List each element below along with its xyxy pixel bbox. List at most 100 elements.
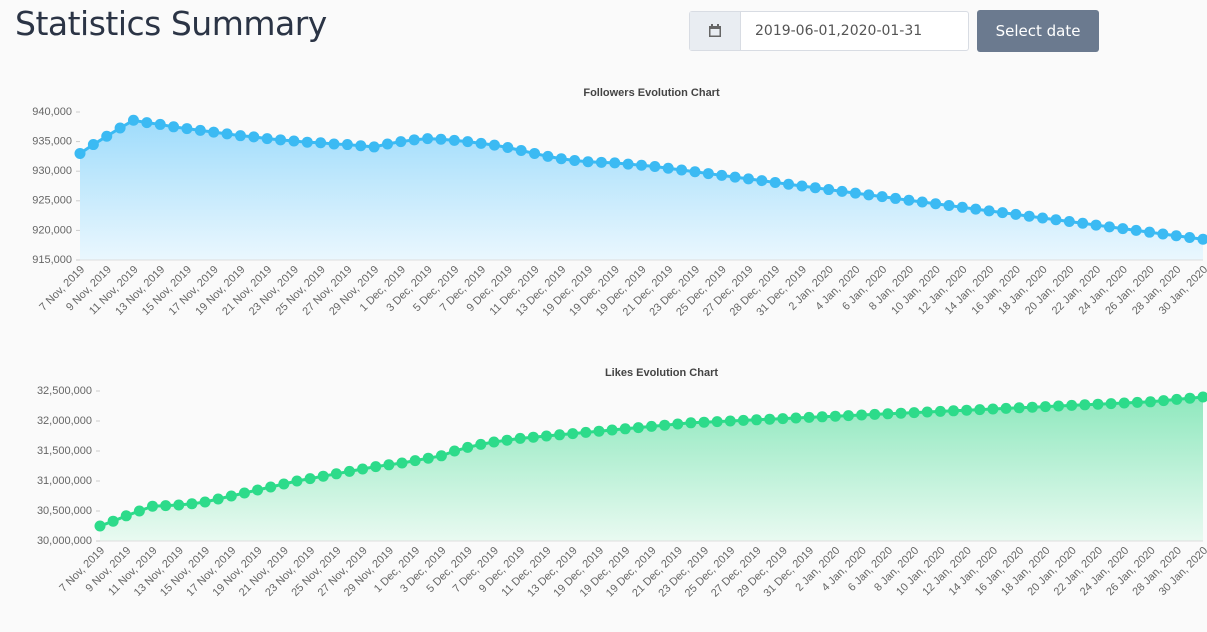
point: [609, 157, 621, 169]
point: [903, 194, 915, 206]
y-tick-label: 940,000: [32, 106, 72, 118]
point: [1090, 219, 1102, 231]
point: [890, 192, 902, 204]
point: [569, 155, 581, 167]
point: [1050, 214, 1062, 226]
point: [278, 478, 290, 490]
point: [1130, 224, 1142, 236]
date-range-input[interactable]: 2019-06-01,2020-01-31: [689, 11, 969, 51]
point: [542, 150, 554, 162]
point: [1158, 395, 1170, 407]
point: [1184, 232, 1196, 244]
point: [154, 118, 166, 130]
point: [261, 133, 273, 145]
point: [1013, 402, 1025, 414]
area: [100, 397, 1203, 541]
point: [381, 138, 393, 150]
point: [783, 178, 795, 190]
point: [1157, 228, 1169, 240]
y-tick-label: 930,000: [32, 165, 72, 177]
point: [221, 128, 233, 140]
point: [882, 408, 894, 420]
point: [114, 122, 126, 134]
point: [622, 158, 634, 170]
chart-title: Likes Evolution Chart: [605, 367, 718, 379]
y-tick-label: 30,500,000: [37, 505, 92, 517]
point: [1170, 230, 1182, 242]
point: [383, 459, 395, 471]
point: [836, 185, 848, 197]
point: [934, 405, 946, 417]
point: [448, 134, 460, 146]
point: [742, 173, 754, 185]
y-tick-label: 31,500,000: [37, 445, 92, 457]
point: [729, 171, 741, 183]
point: [396, 457, 408, 469]
point: [265, 481, 277, 493]
point: [355, 140, 367, 152]
point: [1117, 223, 1129, 235]
point: [698, 416, 710, 428]
y-tick-label: 32,500,000: [37, 385, 92, 397]
point: [1197, 391, 1207, 403]
point: [315, 137, 327, 149]
point: [133, 505, 145, 517]
point: [234, 130, 246, 142]
point: [408, 134, 420, 146]
point: [672, 418, 684, 430]
point: [803, 411, 815, 423]
point: [1023, 210, 1035, 222]
chart-title: Followers Evolution Chart: [583, 87, 720, 99]
point: [343, 465, 355, 477]
point: [238, 487, 250, 499]
point: [1053, 400, 1065, 412]
point: [724, 415, 736, 427]
point: [181, 123, 193, 135]
point: [208, 126, 220, 138]
point: [1197, 233, 1207, 245]
point: [895, 407, 907, 419]
point: [141, 117, 153, 129]
point: [948, 405, 960, 417]
point: [646, 420, 657, 432]
point: [636, 159, 647, 171]
point: [943, 200, 955, 212]
point: [225, 490, 237, 502]
point: [488, 436, 500, 448]
point: [961, 404, 973, 416]
point: [659, 419, 671, 431]
point: [514, 432, 526, 444]
point: [409, 455, 421, 467]
point: [930, 198, 942, 210]
point: [357, 463, 369, 475]
point: [449, 445, 461, 457]
point: [317, 470, 329, 482]
select-date-button[interactable]: Select date: [977, 10, 1099, 52]
point: [1079, 399, 1091, 411]
point: [595, 156, 607, 168]
y-tick-label: 915,000: [32, 254, 72, 266]
point: [685, 417, 697, 429]
point: [662, 162, 674, 174]
point: [823, 184, 835, 196]
date-range-text: 2019-06-01,2020-01-31: [755, 23, 923, 39]
point: [987, 403, 999, 415]
y-tick-label: 935,000: [32, 136, 72, 148]
point: [212, 493, 224, 505]
point: [737, 414, 749, 426]
point: [488, 139, 500, 151]
point: [996, 207, 1008, 219]
point: [1039, 401, 1051, 413]
point: [1092, 398, 1104, 410]
point: [863, 189, 875, 201]
point: [769, 176, 781, 188]
point: [501, 434, 513, 446]
point: [751, 414, 763, 426]
point: [593, 425, 605, 437]
point: [756, 175, 768, 187]
point: [252, 484, 264, 496]
point: [956, 201, 968, 213]
point: [1066, 399, 1078, 411]
point: [908, 407, 920, 419]
point: [876, 191, 888, 203]
